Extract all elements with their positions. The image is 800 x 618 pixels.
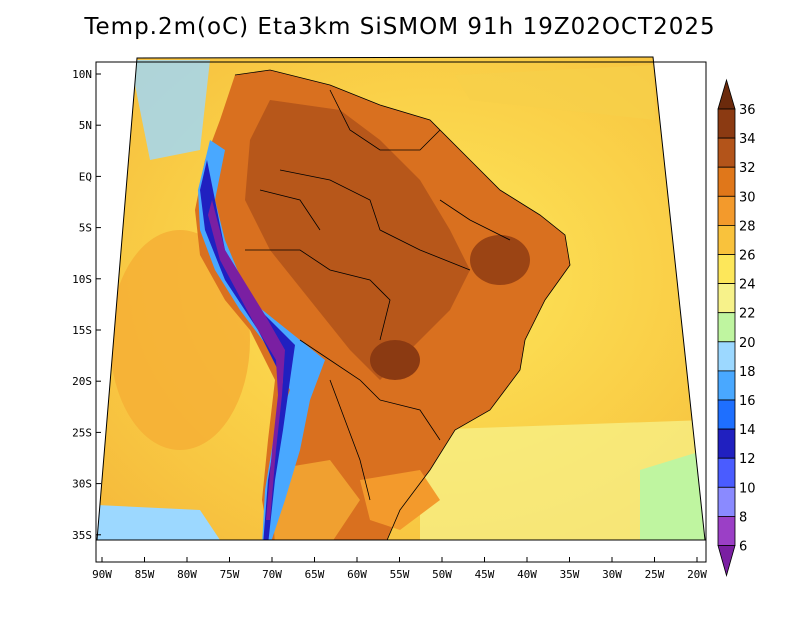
lon-label: 60W (347, 568, 367, 581)
lon-label: 90W (92, 568, 112, 581)
pacific-warm-zone (110, 230, 250, 450)
colorbar-label: 18 (739, 365, 756, 380)
colorbar-label: 14 (739, 423, 756, 438)
lon-label: 75W (220, 568, 240, 581)
lat-label: 25S (72, 426, 92, 439)
lat-label: 5S (79, 222, 92, 235)
map-frame (96, 56, 706, 541)
colorbar-swatch (717, 486, 736, 517)
colorbar-label: 8 (739, 510, 747, 525)
colorbar: 36 34 32 30 28 26 24 22 20 18 16 14 12 10 8 6 (717, 78, 756, 577)
colorbar-swatch (717, 457, 736, 488)
lon-label: 35W (560, 568, 580, 581)
lon-label: 70W (262, 568, 282, 581)
lon-label: 30W (602, 568, 622, 581)
map-panel (97, 57, 705, 540)
colorbar-label: 26 (739, 249, 756, 264)
lat-label: EQ (79, 170, 92, 183)
pacific-cold-zone (97, 505, 220, 540)
colorbar-swatch (717, 312, 736, 343)
lon-label: 40W (517, 568, 537, 581)
lon-label: 20W (687, 568, 707, 581)
southern-cool-zone (360, 470, 440, 530)
lat-label: 35S (72, 529, 92, 542)
colorbar-swatch (717, 224, 736, 255)
plot-box (95, 61, 707, 563)
colorbar-label: 10 (739, 481, 756, 496)
longitude-axis: 90W 85W 80W 75W 70W 65W 60W 55W 50W 45W 40W 35W 30W 2… (92, 557, 707, 581)
colorbar-label: 24 (739, 278, 756, 293)
colorbar-label: 28 (739, 219, 756, 234)
andes-cold-zone (198, 140, 325, 540)
lon-label: 25W (645, 568, 665, 581)
colorbar-label: 32 (739, 161, 756, 176)
lat-label: 10N (72, 68, 92, 81)
colorbar-swatch (717, 370, 736, 401)
country-borders (234, 69, 571, 540)
colorbar-swatch (717, 399, 736, 430)
north-atlantic-zone (455, 65, 655, 120)
pantanal-hot-zone (370, 340, 420, 380)
triangle-up-icon (717, 78, 736, 110)
latitude-axis: 10N 5N EQ 5S 10S 15S 20S 25S 30S 35S (72, 68, 101, 542)
amazon-hot-zone (245, 100, 470, 380)
patagonia-zone (270, 460, 360, 540)
colorbar-swatch (717, 166, 736, 197)
lon-label: 50W (432, 568, 452, 581)
lat-label: 30S (72, 478, 92, 491)
lon-label: 65W (305, 568, 325, 581)
lon-label: 55W (390, 568, 410, 581)
map-title: Temp.2m(oC) Eta3km SiSMOM 91h 19Z02OCT20… (84, 14, 716, 40)
colorbar-swatch (717, 516, 736, 546)
lat-label: 15S (72, 324, 92, 337)
lon-label: 45W (475, 568, 495, 581)
colorbar-swatch (717, 195, 736, 226)
colorbar-swatch (717, 283, 736, 314)
lat-label: 5N (79, 119, 92, 132)
colorbar-swatch (717, 108, 736, 139)
lon-label: 80W (177, 568, 197, 581)
colorbar-label: 30 (739, 190, 756, 205)
lat-label: 20S (72, 375, 92, 388)
colorbar-label: 20 (739, 336, 756, 351)
colorbar-label: 36 (739, 103, 756, 118)
colorbar-label: 12 (739, 452, 756, 467)
colorbar-label: 34 (739, 132, 756, 147)
colorbar-swatch (717, 137, 736, 168)
south-atlantic-cool-zone (420, 420, 705, 540)
colorbar-label: 16 (739, 394, 756, 409)
lat-label: 10S (72, 273, 92, 286)
pacific-north-cool-zone (130, 60, 210, 160)
colorbar-label: 6 (739, 540, 747, 555)
northeast-hot-zone (470, 235, 530, 285)
south-atlantic-cold-zone (640, 450, 705, 540)
triangle-down-icon (717, 545, 736, 577)
andes-coldest-zone (208, 200, 285, 520)
colorbar-swatch (717, 254, 736, 285)
lon-label: 85W (135, 568, 155, 581)
colorbar-swatch (717, 428, 736, 459)
colorbar-label: 22 (739, 307, 756, 322)
colorbar-swatch (717, 341, 736, 372)
